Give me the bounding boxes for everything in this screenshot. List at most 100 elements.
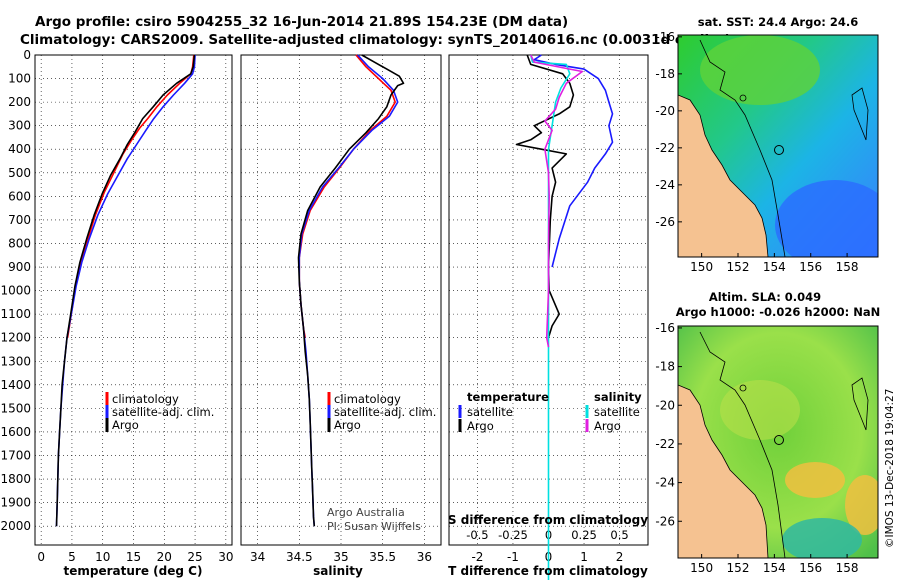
legend-label-s-argo: Argo xyxy=(594,419,621,433)
sla-low-patch xyxy=(782,518,862,558)
lat-tick-label: -24 xyxy=(655,178,675,192)
x-tick-label: 20 xyxy=(157,550,172,564)
y-tick-label: 1200 xyxy=(0,331,31,345)
legend-title-temperature: temperature xyxy=(467,390,549,404)
lon-tick-label: 158 xyxy=(836,561,859,575)
sst-lat-tick-labels: -16 -18 -20 -22 -24 -26 xyxy=(655,30,682,229)
lat-tick-label: -18 xyxy=(655,360,675,374)
sla-reef-contour xyxy=(851,377,869,431)
sla-isobath xyxy=(699,331,786,558)
credit-line-2: PI: Susan Wijffels xyxy=(327,520,421,533)
x-tick-label: -1 xyxy=(507,550,519,564)
sst-cool-patch xyxy=(775,180,878,257)
sst-land-mass xyxy=(678,94,769,257)
lon-tick-label: 156 xyxy=(799,561,822,575)
salinity-panel: 34 34.5 35 35.5 36 salinity climatology sate… xyxy=(240,54,442,578)
temperature-profiles xyxy=(55,54,196,527)
x-tick-label: 25 xyxy=(187,550,202,564)
legend-label-t-argo: Argo xyxy=(467,419,494,433)
t-difference-xlabel: T difference from climatology xyxy=(448,564,648,578)
lon-tick-label: 152 xyxy=(727,260,750,274)
lat-tick-label: -20 xyxy=(655,104,675,118)
sla-float-marker xyxy=(774,435,784,445)
legend-label-argo: Argo xyxy=(334,418,361,432)
x-tick-label: 15 xyxy=(126,550,141,564)
temperature-panel: 0100200300400500600700800900100011001200… xyxy=(0,48,233,578)
sst-reef-contour xyxy=(851,87,869,141)
y-tick-label: 1100 xyxy=(0,307,31,321)
x-tick-label: 36 xyxy=(417,550,432,564)
difference-profiles xyxy=(515,54,614,580)
x2-tick-label: 0.5 xyxy=(610,528,628,542)
x-tick-label: 35.5 xyxy=(369,550,396,564)
credit-line-1: Argo Australia xyxy=(327,506,405,519)
y-tick-label: 1600 xyxy=(0,425,31,439)
lon-tick-label: 154 xyxy=(763,561,786,575)
sst-map-title: sat. SST: 24.4 Argo: 24.6 xyxy=(698,15,858,29)
header-line-1: Argo profile: csiro 5904255_32 16-Jun-20… xyxy=(35,14,568,30)
sla-lat-tick-labels: -16 -18 -20 -22 -24 -26 xyxy=(655,321,682,528)
sla-map-title-2: Argo h1000: -0.026 h2000: NaN xyxy=(676,305,880,319)
lon-tick-label: 152 xyxy=(727,561,750,575)
y-tick-label: 600 xyxy=(8,189,31,203)
legend-label-climatology: climatology xyxy=(334,392,401,406)
y-tick-label: 200 xyxy=(8,95,31,109)
sst-map-field xyxy=(678,35,878,257)
sla-high-patch xyxy=(785,462,845,498)
y-tick-label: 1300 xyxy=(0,354,31,368)
sla-mid-patch xyxy=(720,380,800,440)
s-difference-xlabel: S difference from climatology xyxy=(448,513,648,527)
sst-map-panel: sat. SST: 24.4 Argo: 24.6 150 152 154 156 15… xyxy=(655,15,879,274)
x2-tick-label: -0.25 xyxy=(498,528,528,542)
salinity-xlabel: salinity xyxy=(313,564,363,578)
sla-map-frame xyxy=(677,325,879,559)
t-difference-tick-labels: -2 -1 0 1 2 xyxy=(471,550,623,564)
sla-lon-tick-labels: 150 152 154 156 158 xyxy=(690,554,859,575)
y-tick-label: 800 xyxy=(8,236,31,250)
x-tick-label: 30 xyxy=(218,550,233,564)
lat-tick-label: -20 xyxy=(655,398,675,412)
lat-tick-label: -18 xyxy=(655,67,675,81)
lon-tick-label: 158 xyxy=(836,260,859,274)
difference-legend: temperature satellite Argo salinity sate… xyxy=(458,390,642,433)
y-tick-label: 400 xyxy=(8,142,31,156)
lon-tick-label: 150 xyxy=(690,260,713,274)
series-line-s-satellite xyxy=(529,54,571,580)
sst-lon-tick-labels: 150 152 154 156 158 xyxy=(690,253,859,274)
sla-map-title-1: Altim. SLA: 0.049 xyxy=(709,290,821,304)
y-tick-label: 1900 xyxy=(0,496,31,510)
lon-tick-label: 156 xyxy=(799,260,822,274)
series-line-t-satellite xyxy=(533,54,614,268)
x2-tick-label: -0.5 xyxy=(466,528,488,542)
lat-tick-label: -22 xyxy=(655,437,675,451)
sla-land-mass xyxy=(678,384,769,558)
lat-tick-label: -16 xyxy=(655,321,675,335)
y-tick-label: 1000 xyxy=(0,284,31,298)
y-tick-label: 1800 xyxy=(0,472,31,486)
lat-tick-label: -26 xyxy=(655,514,675,528)
y-tick-label: 300 xyxy=(8,119,31,133)
x-tick-label: 10 xyxy=(95,550,110,564)
legend-label-satellite: satellite-adj. clim. xyxy=(334,405,436,419)
y-tick-label: 900 xyxy=(8,260,31,274)
sst-map-frame xyxy=(677,34,879,258)
difference-panel: -2 -1 0 1 2 -0.5 -0.25 0 0.25 0.5 T difference f… xyxy=(448,54,649,580)
lat-tick-label: -26 xyxy=(655,215,675,229)
x2-tick-label: 0.25 xyxy=(571,528,597,542)
y-tick-label: 1500 xyxy=(0,401,31,415)
sst-island-marker xyxy=(739,94,747,102)
x-tick-label: 0 xyxy=(37,550,45,564)
lon-tick-label: 154 xyxy=(763,260,786,274)
x-tick-label: 2 xyxy=(616,550,624,564)
lat-tick-label: -24 xyxy=(655,476,675,490)
temperature-legend: climatology satellite-adj. clim. Argo xyxy=(105,392,214,432)
depth-tick-labels: 0 100 200 300 400 500 600 700 800 900 1000 1100 1200… xyxy=(0,48,31,533)
x-tick-label: 34.5 xyxy=(286,550,313,564)
lat-tick-label: -22 xyxy=(655,141,675,155)
temperature-xlabel: temperature (deg C) xyxy=(64,564,203,578)
salinity-legend: climatology satellite-adj. clim. Argo xyxy=(327,392,436,432)
sla-map-field xyxy=(678,326,878,558)
sst-warm-patch xyxy=(700,35,820,105)
x-tick-label: 35 xyxy=(333,550,348,564)
